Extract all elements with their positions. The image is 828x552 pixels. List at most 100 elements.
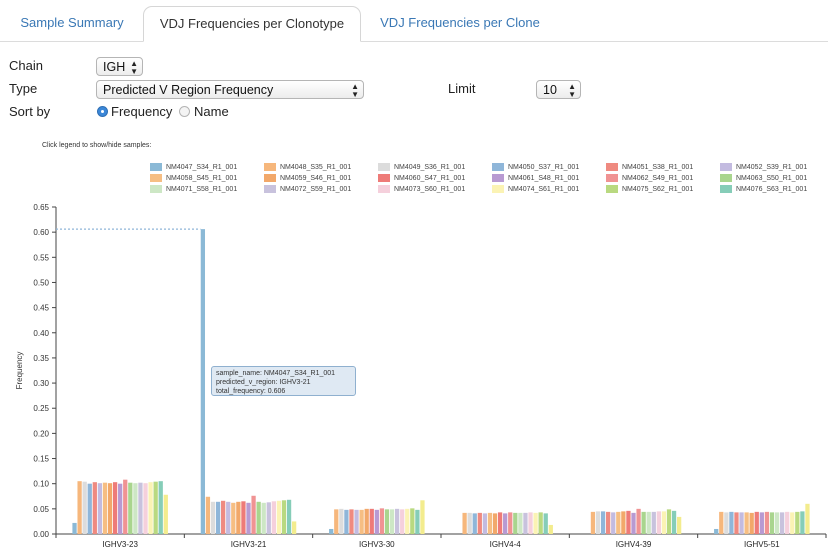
- bar: [420, 500, 425, 534]
- legend-label: NM4061_S48_R1_001: [508, 175, 580, 182]
- x-tick-label: IGHV3-30: [359, 540, 395, 549]
- bar: [800, 511, 805, 534]
- chain-label: Chain: [9, 58, 43, 73]
- legend-swatch: [378, 163, 390, 171]
- bar: [641, 511, 646, 534]
- legend-label: NM4071_S58_R1_001: [166, 186, 238, 193]
- type-select-value: Predicted V Region Frequency: [103, 83, 274, 97]
- legend-label: NM4060_S47_R1_001: [394, 175, 466, 182]
- y-tick-label: 0.20: [33, 429, 49, 438]
- bar: [349, 509, 354, 534]
- x-tick-label: IGHV4-39: [616, 540, 652, 549]
- bar: [266, 502, 271, 534]
- bar: [256, 501, 261, 534]
- y-tick-label: 0.55: [33, 253, 49, 262]
- bar: [123, 479, 128, 534]
- bar: [497, 512, 503, 534]
- bar: [339, 508, 344, 534]
- bar: [158, 481, 163, 534]
- bar: [72, 522, 77, 534]
- select-arrows-icon: ▲ ▼: [351, 82, 359, 99]
- bar: [462, 512, 467, 534]
- bar: [790, 512, 795, 534]
- tab-vdj-per-clone[interactable]: VDJ Frequencies per Clone: [380, 15, 540, 30]
- bar: [656, 511, 661, 534]
- y-tick-label: 0.25: [33, 404, 49, 413]
- bar: [210, 501, 216, 534]
- legend-swatch: [264, 185, 276, 193]
- legend-swatch: [492, 185, 504, 193]
- bar: [236, 501, 241, 534]
- bar: [87, 483, 92, 534]
- bar: [281, 500, 287, 534]
- bar: [128, 482, 133, 534]
- bar: [389, 509, 395, 534]
- bar: [734, 512, 739, 534]
- y-tick-label: 0.45: [33, 304, 49, 313]
- bar: [477, 512, 482, 534]
- legend-swatch: [264, 163, 276, 171]
- tooltip-total-frequency: total_frequency: 0.606: [216, 388, 286, 395]
- bar: [671, 510, 677, 534]
- bar: [621, 511, 626, 534]
- bar-chart: 0.00 0.05 0.10 0.15 0.20 0.25 0.30 0.35 0.40 0.45…: [15, 203, 827, 549]
- y-tick-label: 0.60: [33, 228, 49, 237]
- tab-sample-summary[interactable]: Sample Summary: [20, 15, 124, 30]
- bar: [286, 499, 292, 534]
- tab-vdj-per-clonotype[interactable]: VDJ Frequencies per Clonotype: [143, 6, 361, 42]
- legend-label: NM4047_S34_R1_001: [166, 164, 238, 171]
- bar: [651, 511, 656, 534]
- y-axis-title: Frequency: [15, 352, 24, 390]
- x-tick-label: IGHV3-23: [102, 540, 138, 549]
- limit-select[interactable]: 10 ▲ ▼: [536, 80, 581, 99]
- bar: [719, 511, 724, 534]
- bar: [148, 482, 153, 534]
- bar: [143, 483, 148, 534]
- bar: [661, 511, 667, 534]
- legend-swatch: [150, 163, 162, 171]
- bar: [666, 509, 672, 534]
- bar: [384, 509, 390, 534]
- legend-hint: Click legend to show/hide samples:: [42, 142, 152, 149]
- legend-swatch: [606, 185, 618, 193]
- chain-select[interactable]: IGH ▲ ▼: [96, 57, 143, 76]
- type-select[interactable]: Predicted V Region Frequency ▲ ▼: [96, 80, 364, 99]
- sort-name-radio[interactable]: [179, 106, 190, 117]
- legend-label: NM4048_S35_R1_001: [280, 164, 352, 171]
- bar: [590, 511, 596, 534]
- x-tick-label: IGHV3-21: [231, 540, 267, 549]
- y-tick-label: 0.10: [33, 480, 49, 489]
- y-tick-label: 0.05: [33, 505, 49, 514]
- legend-label: NM4073_S60_R1_001: [394, 186, 466, 193]
- legend-swatch: [606, 163, 618, 171]
- sort-name-label[interactable]: Name: [194, 104, 229, 119]
- legend-swatch: [720, 174, 732, 182]
- bar: [364, 508, 369, 534]
- bar: [729, 511, 734, 534]
- sort-frequency-label[interactable]: Frequency: [111, 104, 173, 119]
- bar: [533, 512, 538, 534]
- bar: [138, 482, 143, 534]
- sort-frequency-radio[interactable]: [97, 106, 108, 117]
- bar: [492, 513, 498, 534]
- legend-swatch: [150, 174, 162, 182]
- bar: [102, 482, 108, 534]
- legend-swatch: [720, 163, 732, 171]
- bar: [606, 511, 611, 534]
- bar: [153, 481, 158, 534]
- bar: [482, 513, 488, 534]
- bar: [374, 509, 379, 534]
- bar: [394, 508, 400, 534]
- select-arrows-icon: ▲ ▼: [568, 82, 576, 99]
- bar: [600, 511, 606, 534]
- bar: [226, 501, 231, 534]
- legend-label: NM4050_S37_R1_001: [508, 164, 580, 171]
- bar: [163, 494, 168, 534]
- bar: [744, 512, 749, 534]
- legend-label: NM4076_S63_R1_001: [736, 186, 808, 193]
- bar: [261, 502, 266, 534]
- tooltip-v-region: predicted_v_region: IGHV3-21: [216, 379, 311, 386]
- legend-swatch: [378, 185, 390, 193]
- bar: [246, 502, 251, 534]
- bar: [221, 500, 226, 534]
